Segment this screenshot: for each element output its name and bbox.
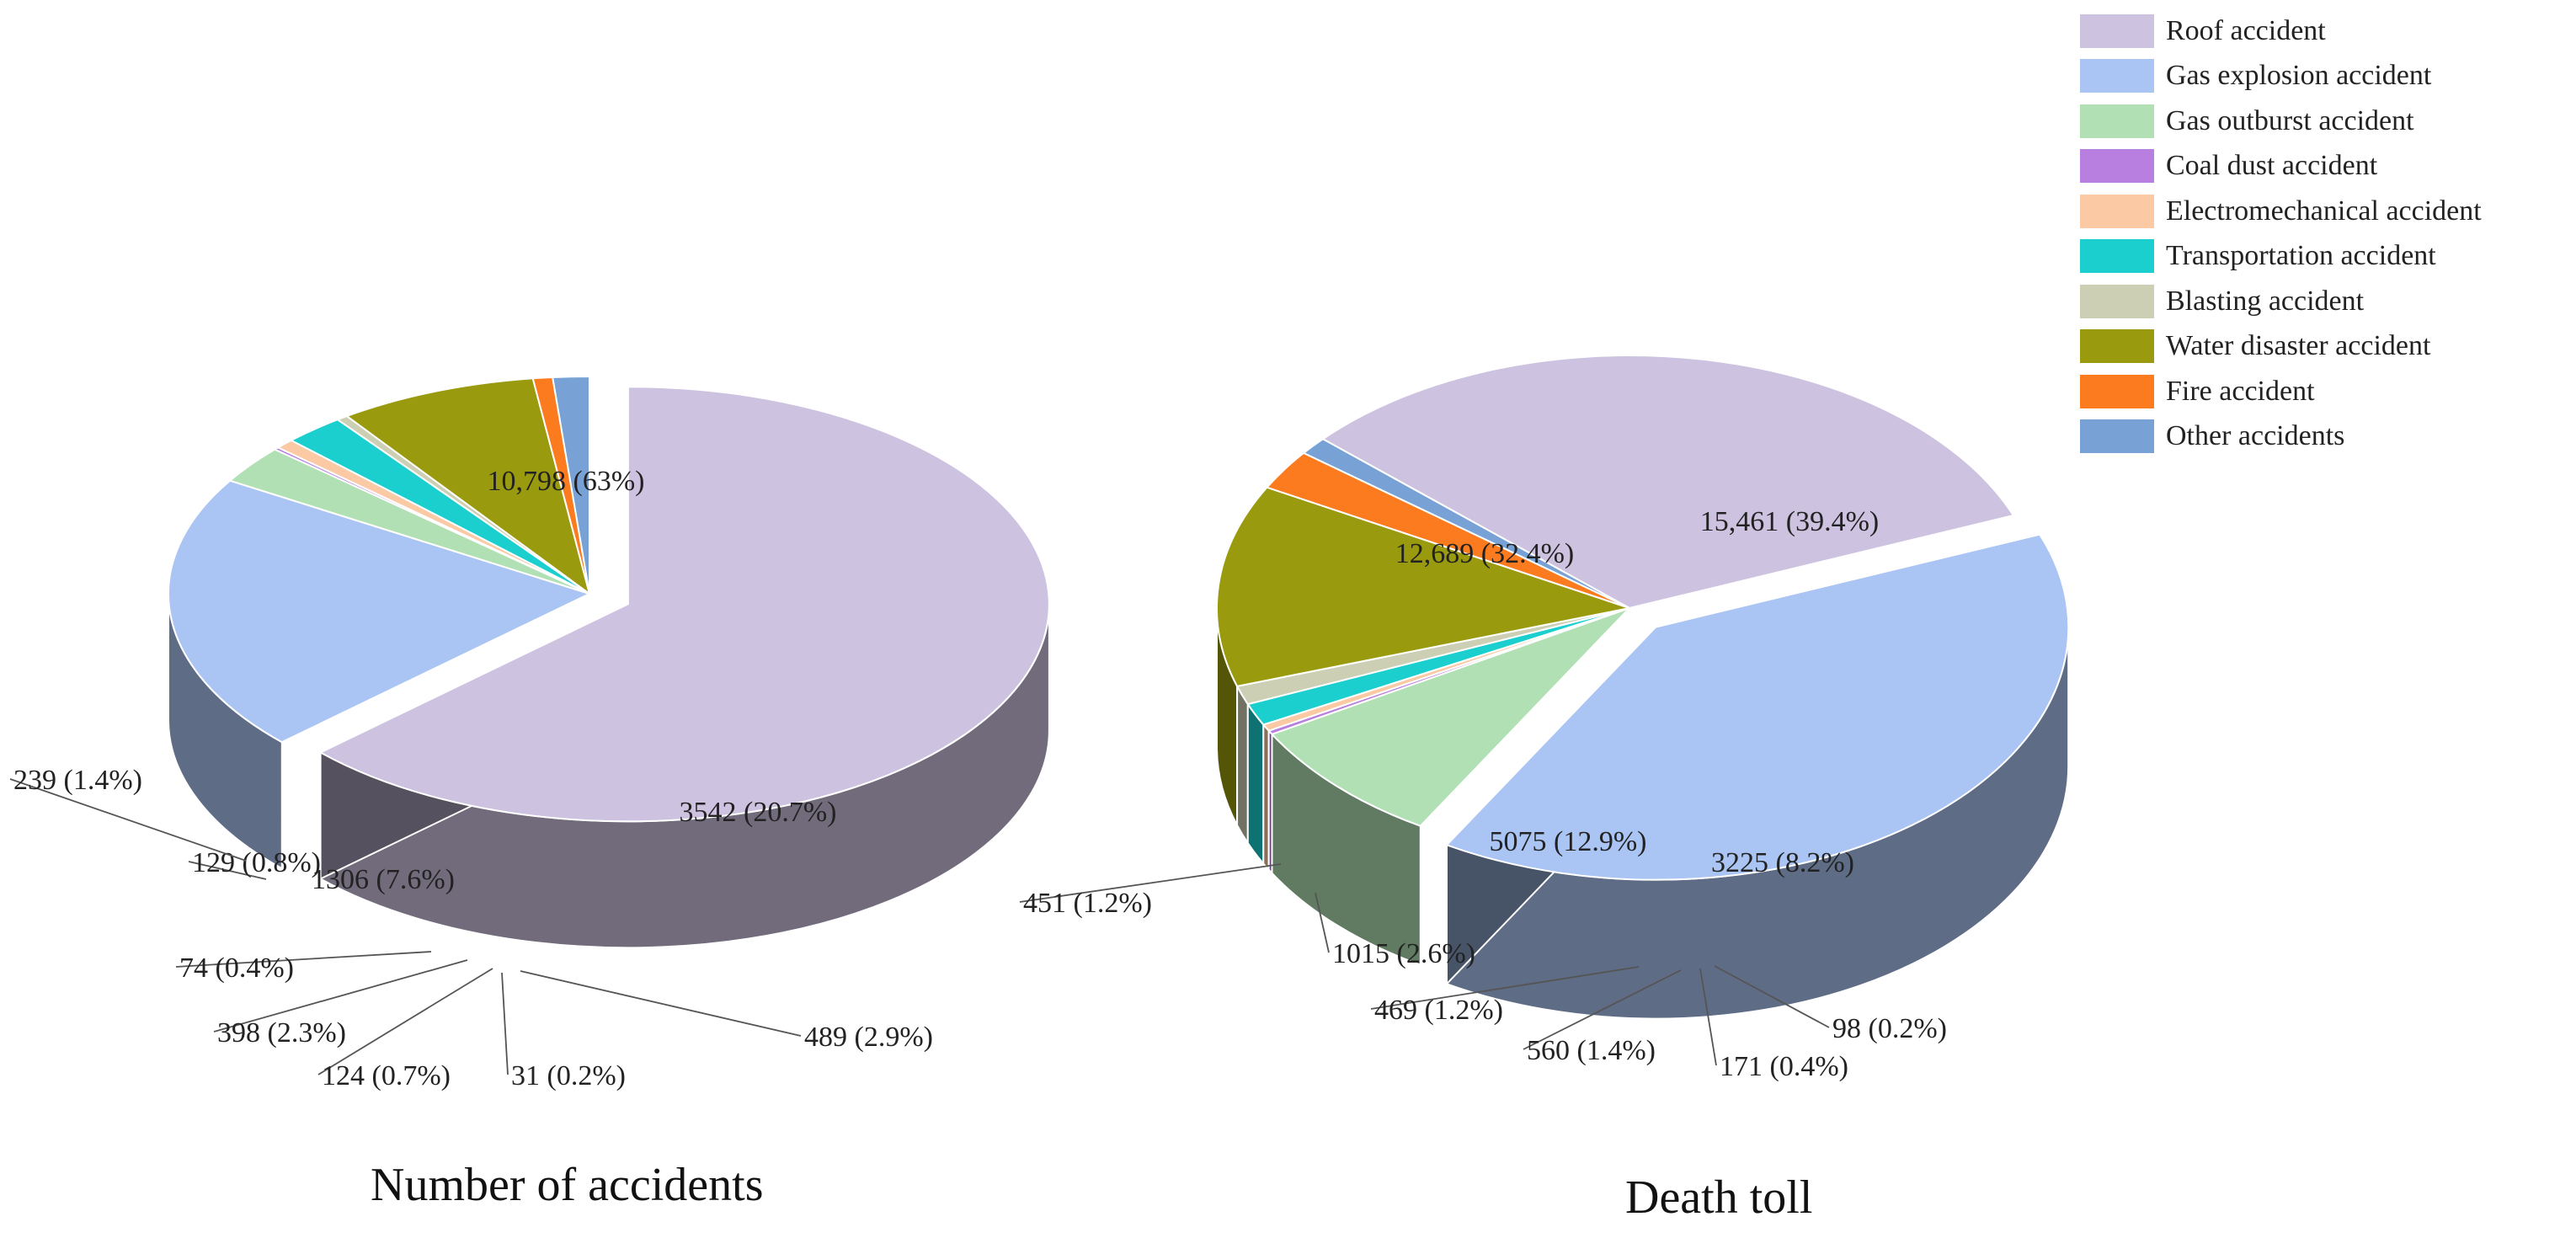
- legend-swatch: [2080, 104, 2154, 138]
- leader-line: [213, 959, 468, 1033]
- data-label: 10,798 (63%): [488, 466, 645, 497]
- data-label: 398 (2.3%): [217, 1017, 346, 1049]
- leader-line: [520, 970, 802, 1037]
- data-label: 171 (0.4%): [1720, 1051, 1848, 1082]
- data-label: 129 (0.8%): [192, 847, 321, 878]
- pie-side-transportation-accident: [1246, 701, 1265, 867]
- leader-line: [1699, 968, 1717, 1066]
- legend-item: Roof accident: [2080, 8, 2482, 54]
- pie-slice-water-disaster-accident: [1216, 486, 1633, 688]
- data-label: 451 (1.2%): [1023, 888, 1152, 919]
- legend-swatch: [2080, 59, 2154, 93]
- pie-slice-gas-outburst-accident: [1270, 607, 1630, 827]
- data-label: 124 (0.7%): [322, 1060, 451, 1091]
- legend-item: Electromechanical accident: [2080, 189, 2482, 234]
- legend-label: Other accidents: [2166, 420, 2345, 452]
- legend-item: Transportation accident: [2080, 234, 2482, 280]
- leader-line: [1714, 965, 1830, 1028]
- legend-label: Gas outburst accident: [2166, 104, 2414, 136]
- data-label: 469 (1.2%): [1374, 995, 1503, 1026]
- legend-swatch: [2080, 374, 2154, 408]
- legend-swatch: [2080, 284, 2154, 318]
- pie-slice-other-accidents: [1302, 438, 1630, 609]
- legend-label: Blasting accident: [2166, 285, 2365, 317]
- legend-label: Fire accident: [2166, 375, 2315, 407]
- leader-line: [501, 972, 509, 1075]
- legend-item: Other accidents: [2080, 414, 2482, 460]
- legend-swatch: [2080, 239, 2154, 274]
- legend: Roof accident Gas explosion accident Gas…: [2080, 8, 2482, 459]
- data-label: 15,461 (39.4%): [1700, 506, 1879, 537]
- pie-slice-other-accidents: [552, 375, 590, 595]
- legend-label: Water disaster accident: [2166, 330, 2431, 362]
- leader-line: [188, 861, 267, 880]
- data-label: 98 (0.2%): [1832, 1013, 1947, 1044]
- legend-swatch: [2080, 419, 2154, 454]
- legend-label: Transportation accident: [2166, 240, 2436, 272]
- data-label: 3225 (8.2%): [1711, 847, 1854, 878]
- pie-slice-gas-explosion-accident: [1445, 533, 2070, 881]
- pie-slice-roof-accident: [318, 386, 1050, 823]
- leader-line: [9, 778, 247, 862]
- legend-item: Gas outburst accident: [2080, 99, 2482, 144]
- data-label: 3542 (20.7%): [680, 797, 837, 828]
- chart-title-number-of-accidents: Number of accidents: [371, 1159, 764, 1211]
- legend-swatch: [2080, 149, 2154, 184]
- data-label: 560 (1.4%): [1527, 1035, 1656, 1066]
- leader-line: [1523, 969, 1682, 1050]
- legend-swatch: [2080, 194, 2154, 228]
- pie-chart-number-of-accidents: 10,798 (63%) 3542 (20.7%) 489 (2.9%) 31 (0.…: [9, 375, 1050, 1091]
- chart-title-death-toll: Death toll: [1625, 1171, 1813, 1224]
- legend-item: Water disaster accident: [2080, 324, 2482, 370]
- legend-item: Fire accident: [2080, 369, 2482, 414]
- legend-item: Blasting accident: [2080, 279, 2482, 324]
- pie-side-blasting-accident: [1236, 686, 1249, 846]
- legend-item: Coal dust accident: [2080, 144, 2482, 189]
- data-label: 74 (0.4%): [179, 953, 294, 984]
- pie-slice-water-disaster-accident: [344, 377, 591, 596]
- legend-label: Gas explosion accident: [2166, 60, 2432, 92]
- leader-line: [1019, 863, 1282, 903]
- legend-label: Electromechanical accident: [2166, 195, 2482, 227]
- data-label: 31 (0.2%): [511, 1060, 626, 1091]
- data-label: 239 (1.4%): [13, 765, 142, 796]
- data-label: 12,689 (32.4%): [1395, 538, 1574, 569]
- legend-swatch: [2080, 329, 2154, 364]
- data-label: 1306 (7.6%): [312, 864, 455, 895]
- pie-slice-roof-accident: [1320, 355, 2015, 610]
- leader-line: [175, 951, 432, 968]
- legend-label: Roof accident: [2166, 14, 2326, 46]
- data-label: 5075 (12.9%): [1490, 826, 1647, 857]
- pie-slice-gas-explosion-accident: [168, 479, 592, 744]
- legend-swatch: [2080, 13, 2154, 48]
- leader-line: [1370, 966, 1640, 1010]
- leader-line: [1315, 892, 1330, 953]
- data-label: 1015 (2.6%): [1332, 938, 1475, 969]
- legend-item: Gas explosion accident: [2080, 54, 2482, 99]
- data-label: 489 (2.9%): [804, 1022, 933, 1053]
- pie-chart-death-toll: 12,689 (32.4%) 15,461 (39.4%) 3225 (8.2%) 9…: [1019, 355, 2070, 1082]
- legend-label: Coal dust accident: [2166, 150, 2378, 182]
- leader-line: [317, 968, 493, 1075]
